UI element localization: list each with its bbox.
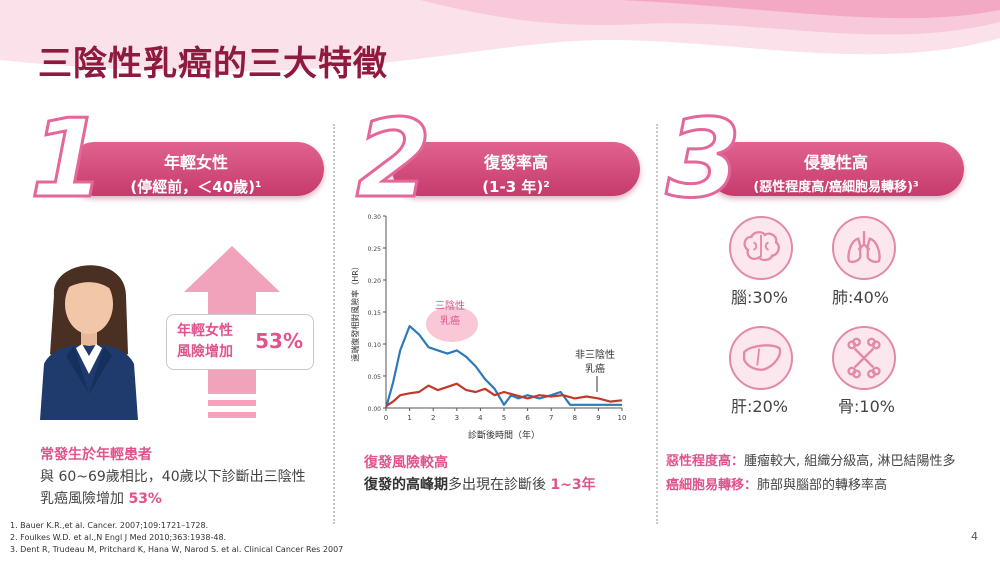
section2-desc-bold: 復發的高峰期 [364,477,448,493]
x-tick-label: 5 [502,414,506,422]
y-tick-label: 0.20 [368,278,382,285]
reference-1: 1. Bauer K.R.,et al. Cancer. 2007;109:17… [10,521,209,530]
references: 1. Bauer K.R.,et al. Cancer. 2007;109:17… [10,520,343,556]
section1-heading: 常發生於年輕患者 [40,447,152,463]
section3-line2: 癌細胞易轉移：肺部與腦部的轉移率高 [666,474,887,493]
column-divider-1 [333,124,335,524]
bone-label: 骨:10% [838,397,895,416]
section3-title: 侵襲性高 [803,153,868,172]
section1-title: 年輕女性 [163,153,228,172]
y-tick-label: 0.00 [368,406,382,413]
section3-line1-label: 惡性程度高： [666,454,745,469]
y-tick-label: 0.25 [368,246,382,253]
section3-line2-label: 癌細胞易轉移： [666,478,758,493]
reference-3: 3. Dent R, Trudeau M, Pritchard K, Hana … [10,545,344,554]
non-tnbc-annotation-line1: 非三陰性 [575,348,615,361]
reference-2: 2. Foulkes W.D. et al.,N Engl J Med 2010… [10,533,227,542]
section2-subtitle: (1-3 年)² [482,178,550,196]
y-axis-label: 遠端復發相對風險率（HR） [350,262,360,362]
section2-heading: 復發風險較高 [364,455,448,471]
section3-line2-text: 肺部與腦部的轉移率高 [757,478,888,493]
x-tick-label: 7 [549,414,553,422]
x-tick-label: 6 [525,414,530,422]
liver-icon [729,326,793,390]
risk-label: 年輕女性 風險增加 [177,321,233,363]
section3-subtitle: (惡性程度高/癌細胞易轉移)³ [753,180,919,195]
young-woman-avatar [40,265,138,420]
risk-label-line1: 年輕女性 [177,323,233,339]
x-tick-label: 8 [573,414,577,422]
section1-desc-value: 53% [128,491,162,507]
y-tick-label: 0.10 [368,342,382,349]
section1-number: 1 [28,97,106,222]
x-tick-label: 1 [407,414,411,422]
y-tick-label: 0.30 [368,214,382,221]
tnbc-series-line [384,325,622,409]
tnbc-annotation-line2: 乳癌 [440,314,460,327]
tnbc-annotation-line1: 三陰性 [435,299,465,312]
x-tick-label: 9 [596,414,600,422]
x-tick-label: 10 [618,414,627,422]
page-number: 4 [971,530,978,543]
risk-label-line2: 風險增加 [177,344,233,360]
risk-value: 53% [255,329,303,353]
section3-pill: 侵襲性高 (惡性程度高/癌細胞易轉移)³ [708,142,964,196]
y-tick-label: 0.05 [368,374,382,381]
y-tick-label: 0.15 [368,310,382,317]
non-tnbc-annotation-line2: 乳癌 [585,362,605,375]
page-title: 三陰性乳癌的三大特徵 [38,44,388,84]
section2-desc-value: 1~3年 [550,477,596,493]
section2-pill: 復發率高 (1-3 年)² [392,142,640,196]
x-axis-label: 診斷後時間（年） [468,429,540,441]
section1-pill: 年輕女性 (停經前，＜40歲)¹ [68,142,324,196]
lung-icon [832,216,896,280]
x-tick-label: 2 [431,414,435,422]
x-tick-label: 4 [478,414,483,422]
x-tick-label: 3 [455,414,459,422]
column-divider-2 [656,124,658,524]
section2-desc: 復發的高峰期多出現在診斷後 1~3年 [364,474,596,494]
section1-desc-text: 乳癌風險增加 [40,491,129,507]
lung-label: 肺:40% [832,288,889,307]
section3-line1-text: 腫瘤較大, 組織分級高, 淋巴結陽性多 [744,454,956,469]
section1-subtitle: (停經前，＜40歲)¹ [130,178,262,196]
liver-label: 肝:20% [731,397,788,416]
section2-desc-mid: 多出現在診斷後 [448,477,551,493]
header-wave-decoration [0,0,1000,72]
x-tick-label: 0 [384,414,388,422]
brain-label: 腦:30% [731,288,788,307]
tnbc-highlight-ellipse [426,306,478,342]
recurrence-chart: 0.00 0.05 0.10 0.15 0.20 0.25 0.30 0 1 2 3 4 5 6 7 8 9 10… [350,214,627,441]
non-tnbc-series-line [385,382,623,408]
section1-desc-line2: 乳癌風險增加 53% [40,488,162,508]
section2-title: 復發率高 [483,153,548,172]
brain-icon [729,216,793,280]
section1-desc-line1: 與 60~69歲相比，40歲以下診斷出三陰性 [40,469,306,485]
risk-increase-box: 年輕女性 風險增加 53% [166,314,314,370]
section3-number: 3 [664,97,742,222]
section3-line1: 惡性程度高：腫瘤較大, 組織分級高, 淋巴結陽性多 [666,450,956,469]
section2-number: 2 [354,97,432,222]
bone-icon [832,326,896,390]
